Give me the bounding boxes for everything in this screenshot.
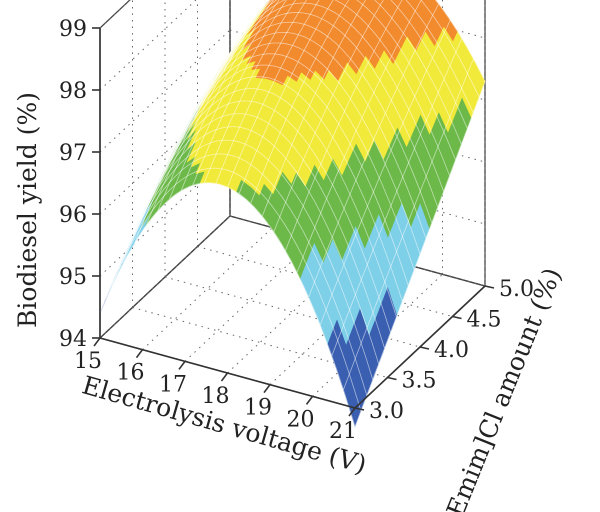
axes [92,27,495,417]
tick-labels: 94 95 96 97 98 99 15 16 17 18 19 20 21 3.0 3.5 4.0 4.5 5.… [59,17,534,444]
z-axis-label: Biodiesel yield (%) [13,92,42,328]
grid-line-z [99,0,131,29]
y-tick-mark [354,407,365,411]
x-tick-mark [220,372,229,382]
z-tick-label: 95 [59,265,87,290]
mesh-line-x [343,58,474,390]
x-tick-label: 19 [244,396,272,421]
x-tick-mark [305,395,314,405]
x-tick-mark [348,407,356,417]
mesh-line-x [308,3,439,298]
x-tick-label: 15 [74,349,102,374]
mesh-line-x [285,0,403,251]
z-tick-label: 99 [59,17,87,42]
y-tick-label: 5.0 [499,277,534,302]
x-tick-label: 21 [329,419,357,444]
z-tick-label: 98 [59,79,87,104]
x-tick-mark [93,337,101,347]
y-tick-label: 3.5 [402,369,437,394]
mesh-line-x [354,81,486,427]
y-tick-mark [484,285,495,289]
mesh-line-x [261,0,366,217]
mesh-line-x [296,0,422,273]
mesh-line-x [273,0,384,232]
z-tick-label: 94 [59,327,87,352]
x-tick-label: 20 [287,407,315,432]
mesh-line-x [250,0,350,204]
y-tick-mark [387,376,397,381]
surface-mesh [99,0,486,427]
mesh-line-y [229,0,486,82]
x-tick-mark [135,349,144,359]
mesh-line-x [319,20,451,326]
z-tick-label: 97 [59,141,87,166]
x-tick-mark [263,384,271,394]
x-tick-label: 16 [117,361,145,386]
y-tick-mark [419,346,430,350]
z-tick-label: 96 [59,203,87,228]
y-tick-label: 4.5 [467,308,502,333]
grid-line-z [99,0,197,91]
x-tick-mark [178,360,186,370]
y-tick-mark [452,315,462,320]
y-tick-label: 3.0 [369,399,404,424]
grid-line-x [142,227,273,351]
mesh-line-x [238,0,334,194]
x-tick-label: 17 [159,372,187,397]
y-tick-label: 4.0 [434,338,469,363]
x-tick-label: 18 [202,384,230,409]
mesh-line-x [331,38,463,356]
